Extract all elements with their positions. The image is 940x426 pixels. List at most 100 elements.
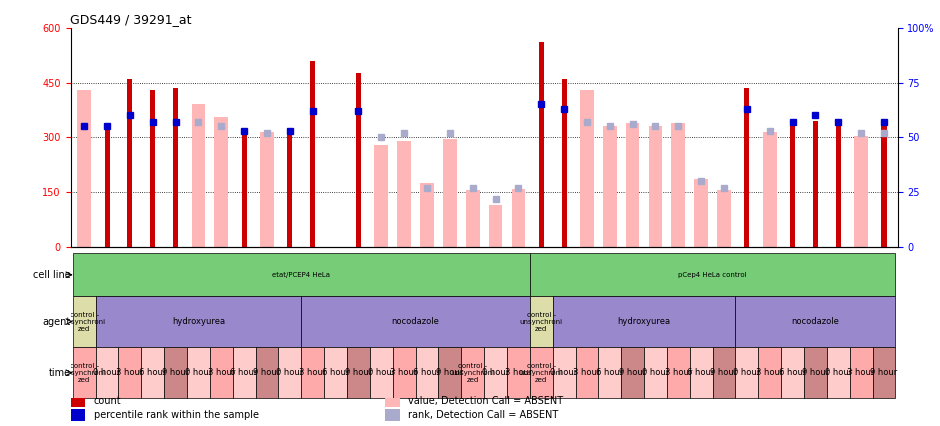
Text: 3 hour: 3 hour	[848, 368, 875, 377]
Bar	[489, 205, 502, 247]
Bar	[580, 90, 594, 247]
Bar	[813, 121, 818, 247]
Bar	[695, 179, 708, 247]
Bar	[288, 128, 292, 247]
Text: count: count	[94, 396, 121, 406]
Bar	[192, 104, 205, 247]
Bar	[302, 347, 324, 398]
Text: rank, Detection Call = ABSENT: rank, Detection Call = ABSENT	[408, 410, 558, 420]
Bar	[539, 42, 543, 247]
Bar	[72, 296, 96, 347]
Text: control -
unsynchroni
zed: control - unsynchroni zed	[520, 312, 563, 331]
Bar	[713, 347, 735, 398]
Bar	[70, 395, 86, 406]
Text: 0 hour: 0 hour	[368, 368, 395, 377]
Text: time: time	[48, 368, 70, 378]
Bar	[872, 347, 896, 398]
Bar	[735, 347, 759, 398]
Text: GDS449 / 39291_at: GDS449 / 39291_at	[70, 14, 192, 26]
Bar	[141, 347, 164, 398]
Text: 3 hour: 3 hour	[505, 368, 532, 377]
Bar	[466, 190, 479, 247]
Bar	[150, 90, 155, 247]
Bar	[420, 183, 434, 247]
Bar	[398, 141, 411, 247]
Bar	[553, 296, 735, 347]
Bar	[438, 347, 462, 398]
Text: 6 hour: 6 hour	[687, 368, 715, 377]
Bar	[644, 347, 666, 398]
Bar	[242, 128, 246, 247]
Bar	[310, 60, 315, 247]
Bar	[827, 347, 850, 398]
Text: cell line: cell line	[33, 270, 70, 280]
Bar	[690, 347, 713, 398]
Bar	[256, 347, 278, 398]
Bar	[72, 253, 530, 296]
Text: pCep4 HeLa control: pCep4 HeLa control	[679, 272, 747, 278]
Bar	[96, 296, 302, 347]
Text: 6 hour: 6 hour	[596, 368, 623, 377]
Bar	[118, 347, 141, 398]
Bar	[164, 347, 187, 398]
Text: agent: agent	[42, 317, 70, 327]
Text: control -
unsynchroni
zed: control - unsynchroni zed	[520, 363, 563, 383]
Bar	[553, 347, 575, 398]
Bar	[626, 123, 639, 247]
Text: 3 hour: 3 hour	[573, 368, 601, 377]
Bar	[369, 347, 393, 398]
Text: 6 hour: 6 hour	[230, 368, 258, 377]
Text: hydroxyurea: hydroxyurea	[172, 317, 225, 326]
Text: 9 hour: 9 hour	[345, 368, 372, 377]
Bar	[599, 347, 621, 398]
Text: 9 hour: 9 hour	[162, 368, 189, 377]
Bar	[561, 79, 567, 247]
Bar	[302, 296, 530, 347]
Bar	[735, 296, 896, 347]
Text: 9 hour: 9 hour	[254, 368, 281, 377]
Bar	[374, 145, 388, 247]
Text: 6 hour: 6 hour	[414, 368, 441, 377]
Text: 6 hour: 6 hour	[321, 368, 350, 377]
Bar	[173, 88, 178, 247]
Bar	[347, 347, 369, 398]
Text: value, Detection Call = ABSENT: value, Detection Call = ABSENT	[408, 396, 563, 406]
Text: 3 hour: 3 hour	[390, 368, 417, 377]
Bar	[324, 347, 347, 398]
Bar	[791, 127, 795, 247]
Bar	[233, 347, 256, 398]
Bar	[759, 347, 781, 398]
Bar	[763, 132, 776, 247]
Bar	[128, 79, 133, 247]
Bar	[603, 127, 617, 247]
Bar	[72, 347, 96, 398]
Bar	[717, 190, 731, 247]
Bar	[415, 347, 438, 398]
Bar	[356, 73, 361, 247]
Bar	[854, 135, 868, 247]
Text: 9 hour: 9 hour	[870, 368, 898, 377]
Text: control -
unsynchroni
zed: control - unsynchroni zed	[63, 312, 106, 331]
Bar	[462, 347, 484, 398]
Bar	[278, 347, 302, 398]
Bar	[104, 127, 110, 247]
Bar	[187, 347, 210, 398]
Text: nocodazole: nocodazole	[392, 317, 440, 326]
Text: etat/PCEP4 HeLa: etat/PCEP4 HeLa	[273, 272, 330, 278]
Bar	[649, 127, 663, 247]
Text: 0 hour: 0 hour	[642, 368, 669, 377]
Bar	[530, 253, 896, 296]
Bar	[804, 347, 827, 398]
Text: nocodazole: nocodazole	[791, 317, 839, 326]
Text: 3 hour: 3 hour	[665, 368, 692, 377]
Text: 0 hour: 0 hour	[93, 368, 120, 377]
Bar	[744, 88, 749, 247]
Bar	[384, 395, 400, 406]
Text: 0 hour: 0 hour	[824, 368, 852, 377]
Bar	[621, 347, 644, 398]
Bar	[210, 347, 233, 398]
Bar	[666, 347, 690, 398]
Text: 0 hour: 0 hour	[185, 368, 212, 377]
Bar	[260, 132, 274, 247]
Text: control -
unsynchroni
zed: control - unsynchroni zed	[451, 363, 494, 383]
